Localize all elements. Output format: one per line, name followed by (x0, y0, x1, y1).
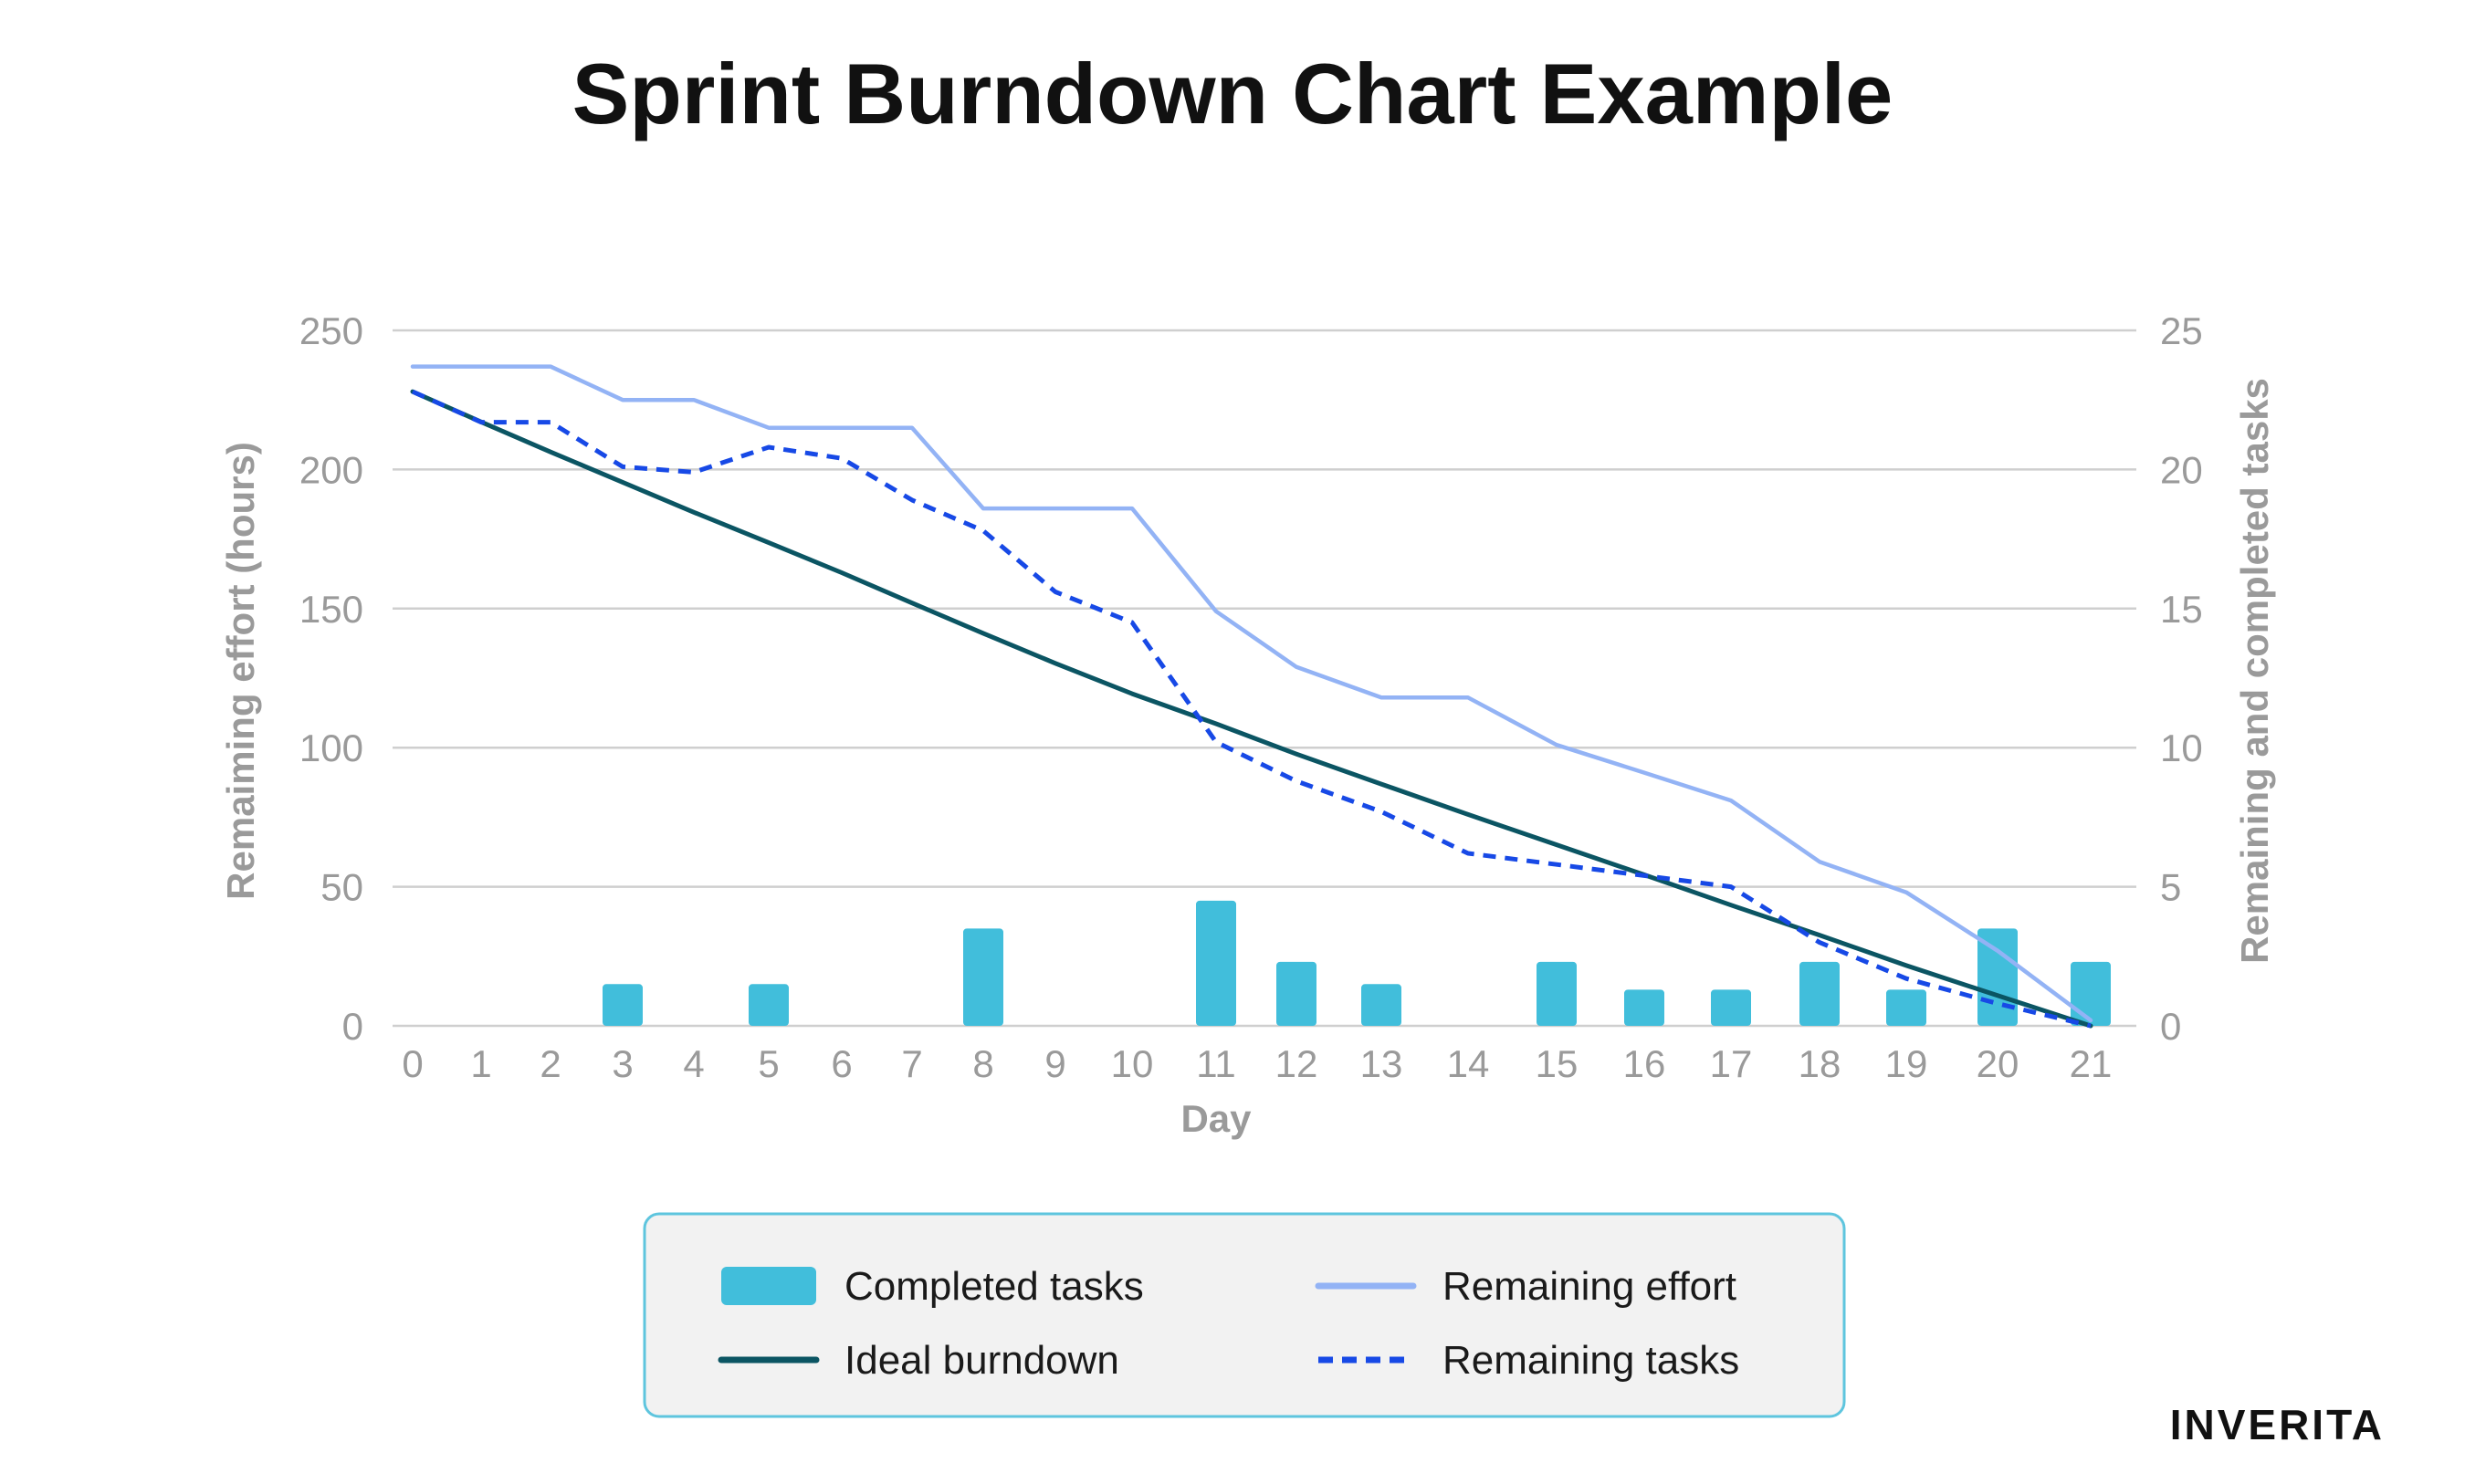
legend-label-remaining-effort: Remaining effort (1442, 1264, 1736, 1309)
x-tick-label: 5 (758, 1042, 779, 1085)
bar-completed-tasks (2071, 961, 2111, 1026)
y-left-tick-label: 250 (299, 309, 363, 352)
x-tick-label: 17 (1710, 1042, 1753, 1085)
y-left-tick-label: 100 (299, 726, 363, 769)
gridlines (393, 329, 2136, 1028)
x-tick-label: 9 (1044, 1042, 1065, 1085)
y-right-tick-label: 10 (2160, 726, 2203, 769)
legend: Completed tasks Ideal burndown Remaining… (643, 1212, 1846, 1418)
x-tick-label: 16 (1623, 1042, 1666, 1085)
x-tick-label: 15 (1536, 1042, 1579, 1085)
x-tick-label: 21 (2070, 1042, 2113, 1085)
line-remaining-effort (410, 364, 2093, 1023)
legend-label-remaining-tasks: Remaining tasks (1442, 1338, 1739, 1383)
y-axis-left-title: Remaiming effort (hours) (219, 442, 262, 900)
legend-swatch-completed-tasks (721, 1267, 816, 1305)
y-right-tick-label: 20 (2160, 448, 2203, 491)
y-left-tick-label: 150 (299, 588, 363, 631)
bar-completed-tasks (1624, 989, 1664, 1026)
chart-title: Sprint Burndown Chart Example (572, 46, 1893, 141)
x-tick-label: 19 (1885, 1042, 1928, 1085)
x-tick-label: 18 (1799, 1042, 1841, 1085)
y-right-tick-label: 25 (2160, 309, 2203, 352)
legend-label-ideal-burndown: Ideal burndown (844, 1338, 1119, 1383)
legend-label-completed-tasks: Completed tasks (844, 1264, 1144, 1309)
y-left-tick-label: 50 (320, 866, 363, 909)
bar-completed-tasks (1196, 900, 1236, 1026)
bar-completed-tasks (1799, 961, 1840, 1026)
y-axis-right-title: Remaining and completed tasks (2233, 378, 2276, 964)
bar-completed-tasks (1711, 989, 1751, 1026)
x-tick-label: 20 (1977, 1042, 2019, 1085)
x-tick-label: 13 (1360, 1042, 1403, 1085)
brand-logo: INVERITA (2170, 1401, 2385, 1448)
x-tick-label: 1 (470, 1042, 491, 1085)
x-tick-label: 7 (901, 1042, 922, 1085)
y-left-tick-label: 0 (342, 1005, 363, 1048)
y-right-tick-label: 15 (2160, 588, 2203, 631)
y-right-tick-label: 5 (2160, 866, 2181, 909)
bar-completed-tasks (1537, 961, 1577, 1026)
x-tick-label: 0 (402, 1042, 423, 1085)
bar-completed-tasks (963, 928, 1003, 1026)
line-ideal-burndown (410, 389, 2093, 1029)
x-tick-label: 12 (1275, 1042, 1318, 1085)
x-tick-label: 3 (612, 1042, 633, 1085)
x-tick-label: 6 (831, 1042, 852, 1085)
x-tick-label: 11 (1196, 1042, 1236, 1085)
legend-box (643, 1212, 1846, 1418)
x-tick-label: 10 (1111, 1042, 1154, 1085)
bar-completed-tasks (1886, 989, 1926, 1026)
x-tick-label: 4 (683, 1042, 704, 1085)
x-axis-title: Day (1180, 1097, 1252, 1140)
line-remaining-tasks (411, 389, 2092, 1029)
bar-completed-tasks (603, 984, 643, 1026)
bar-completed-tasks (1361, 984, 1401, 1026)
completed-tasks-bars (603, 900, 2111, 1026)
y-right-tick-label: 0 (2160, 1005, 2181, 1048)
chart-lines (410, 364, 2093, 1029)
bar-completed-tasks (1276, 961, 1316, 1026)
x-tick-label: 8 (972, 1042, 993, 1085)
y-left-tick-label: 200 (299, 448, 363, 491)
bar-completed-tasks (749, 984, 789, 1026)
x-tick-label: 14 (1447, 1042, 1490, 1085)
x-tick-label: 2 (540, 1042, 561, 1085)
